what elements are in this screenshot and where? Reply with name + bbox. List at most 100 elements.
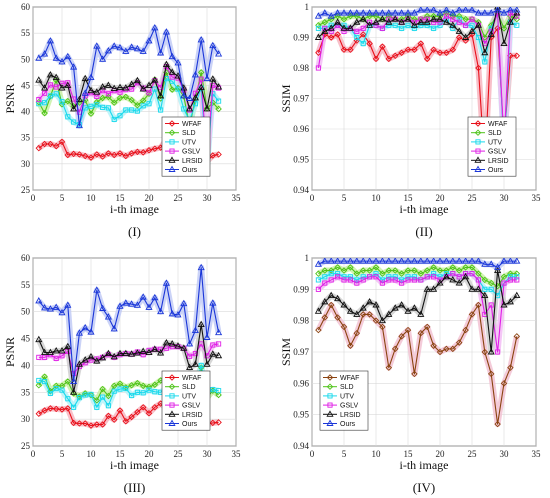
y-tick-label: 55 bbox=[21, 28, 31, 38]
x-tick-label: 25 bbox=[174, 193, 184, 203]
x-tick-label: 15 bbox=[404, 193, 414, 203]
data-point bbox=[81, 89, 89, 96]
data-point bbox=[129, 392, 135, 399]
y-tick-label: 60 bbox=[21, 2, 31, 12]
data-point bbox=[399, 25, 405, 31]
data-point bbox=[186, 363, 194, 371]
data-point bbox=[93, 397, 101, 404]
data-point bbox=[468, 264, 476, 271]
data-point bbox=[347, 342, 354, 349]
data-point bbox=[462, 15, 469, 23]
data-point bbox=[35, 144, 43, 152]
data-point bbox=[59, 353, 65, 359]
data-point bbox=[469, 22, 475, 28]
data-point bbox=[410, 21, 418, 28]
data-point bbox=[379, 43, 386, 50]
data-point bbox=[411, 274, 417, 280]
data-point bbox=[158, 107, 164, 113]
data-point bbox=[391, 52, 399, 60]
data-point bbox=[494, 266, 502, 273]
data-point bbox=[186, 94, 194, 101]
legend-entry: SLD bbox=[182, 384, 196, 391]
data-point bbox=[100, 104, 106, 110]
data-point bbox=[203, 360, 211, 367]
data-point bbox=[47, 140, 54, 148]
data-point bbox=[404, 267, 412, 274]
data-point bbox=[366, 267, 373, 274]
data-point bbox=[175, 86, 181, 92]
data-point bbox=[52, 347, 60, 354]
panel-label: (II) bbox=[415, 224, 432, 239]
data-point bbox=[59, 99, 65, 105]
legend-marker bbox=[474, 165, 482, 172]
panel-label: (IV) bbox=[413, 480, 435, 495]
data-point bbox=[410, 9, 418, 16]
data-point bbox=[322, 280, 328, 286]
x-tick-label: 5 bbox=[60, 449, 65, 459]
x-axis-label: i-th image bbox=[110, 202, 159, 216]
data-point bbox=[42, 378, 48, 385]
data-point bbox=[423, 7, 431, 13]
data-point bbox=[468, 7, 476, 13]
data-point bbox=[314, 33, 322, 40]
data-point bbox=[334, 31, 341, 38]
data-point bbox=[88, 103, 94, 109]
y-axis-label: PSNR bbox=[3, 337, 17, 367]
data-point bbox=[87, 352, 95, 360]
data-point bbox=[41, 109, 48, 117]
data-point bbox=[203, 333, 211, 340]
data-point bbox=[47, 93, 53, 99]
data-point bbox=[455, 279, 463, 286]
chart-panel-1: 0 5 10 15 20 25 30 35 25 30 35 40 45 50 55 60 i-th image… bbox=[3, 2, 241, 239]
data-point bbox=[111, 116, 117, 122]
data-point bbox=[122, 418, 130, 425]
data-point bbox=[168, 68, 176, 75]
data-point bbox=[105, 403, 111, 409]
data-point bbox=[405, 277, 411, 283]
data-point bbox=[151, 404, 159, 411]
data-point bbox=[41, 84, 49, 91]
data-point bbox=[110, 382, 118, 390]
data-point bbox=[157, 349, 165, 356]
data-point bbox=[35, 335, 43, 343]
data-point bbox=[215, 419, 222, 426]
data-point bbox=[315, 49, 322, 56]
data-point bbox=[359, 311, 367, 318]
data-point bbox=[129, 107, 135, 113]
data-point bbox=[481, 260, 489, 267]
data-point bbox=[417, 270, 425, 277]
legend-marker bbox=[474, 129, 482, 136]
data-point bbox=[197, 69, 205, 76]
x-tick-label: 20 bbox=[436, 449, 446, 459]
data-point bbox=[443, 49, 450, 56]
data-point bbox=[151, 293, 159, 301]
data-point bbox=[334, 18, 342, 25]
legend-marker bbox=[168, 419, 176, 426]
data-point bbox=[174, 59, 182, 66]
x-tick-label: 10 bbox=[372, 449, 382, 459]
legend-box bbox=[319, 370, 369, 431]
data-point bbox=[88, 391, 94, 397]
data-point bbox=[513, 7, 521, 13]
data-point bbox=[359, 15, 367, 23]
data-point bbox=[487, 30, 495, 37]
data-point bbox=[474, 285, 482, 292]
data-point bbox=[346, 24, 354, 31]
data-point bbox=[117, 89, 123, 95]
data-point bbox=[424, 22, 430, 28]
legend-marker bbox=[169, 148, 175, 154]
data-point bbox=[360, 25, 366, 31]
data-point bbox=[174, 342, 182, 349]
legend-entry: GSLV bbox=[340, 403, 358, 410]
data-point bbox=[514, 277, 520, 283]
data-point bbox=[146, 101, 152, 107]
data-point bbox=[391, 345, 399, 353]
legend-marker bbox=[326, 374, 334, 381]
series-lrsid bbox=[35, 320, 223, 395]
data-point bbox=[474, 21, 482, 28]
data-point bbox=[334, 294, 342, 302]
legend-marker bbox=[168, 165, 176, 172]
data-point bbox=[64, 52, 72, 60]
data-point bbox=[64, 342, 72, 350]
data-point bbox=[449, 46, 457, 53]
